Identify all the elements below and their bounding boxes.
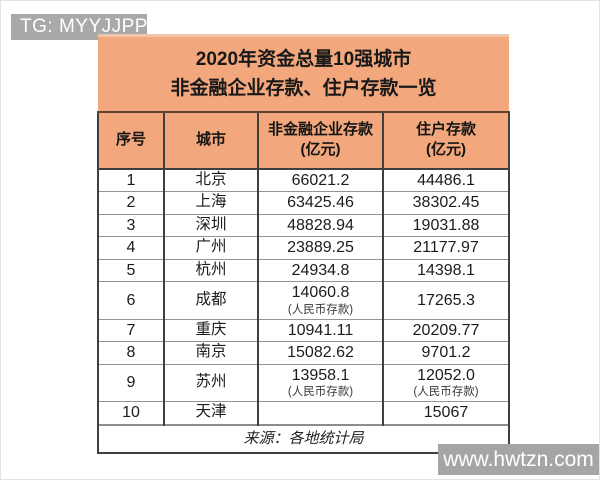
nonfin-value: 15082.62 [287,344,354,362]
city-cell: 天津 [163,401,259,426]
rank-cell: 6 [97,281,165,320]
nonfin-cell [257,401,384,426]
nonfin-cell: 15082.62 [257,341,384,365]
col-header-nonfin-label: 非金融企业存款 [267,121,373,138]
rank-cell: 4 [97,236,165,260]
rank-cell: 8 [97,341,165,365]
rank-cell: 3 [97,213,165,238]
nonfin-cell: 23889.25 [257,236,384,260]
col-header-rank-label: 序号 [115,131,146,149]
rank-cell: 9 [97,363,165,403]
col-header-city: 城市 [163,111,259,170]
rank-cell: 2 [97,191,165,215]
col-header-city-label: 城市 [195,131,226,149]
nonfin-value: 10941.11 [287,321,354,339]
col-header-rank: 序号 [97,111,165,170]
table-title: 2020年资金总量10强城市 非金融企业存款、住户存款一览 [98,34,510,113]
table-row: 10 天津 15067 [97,401,511,426]
household-value: 44486.1 [417,171,475,189]
rank-cell: 10 [97,401,165,426]
nonfin-value: 13958.1 [291,366,350,384]
nonfin-value: 63425.46 [287,194,354,212]
table-row: 4 广州 23889.25 21177.97 [97,236,511,260]
household-value: 15067 [423,404,469,422]
nonfin-value: 23889.25 [287,239,354,257]
household-cell: 14398.1 [381,258,511,283]
household-value: 14398.1 [417,261,475,279]
col-header-nonfinancial-deposits: 非金融企业存款 (亿元) [257,111,384,170]
table-row: 1 北京 66021.2 44486.1 [97,167,511,193]
household-cell: 12052.0 (人民币存款) [381,363,511,403]
nonfin-cell: 24934.8 [257,258,384,283]
col-header-household-unit: (亿元) [426,141,466,159]
table-source-row: 来源：各地统计局 [96,423,511,455]
table-row: 5 杭州 24934.8 14398.1 [97,258,511,283]
city-cell: 南京 [163,341,259,365]
nonfin-note: (人民币存款) [287,386,354,399]
tg-contact-badge: TG: MYYJJPP [11,14,147,40]
table-row: 8 南京 15082.62 9701.2 [97,341,511,365]
nonfin-note: (人民币存款) [287,303,354,316]
table-row: 3 深圳 48828.94 19031.88 [97,213,511,238]
rank-cell: 5 [97,258,165,283]
nonfin-value: 24934.8 [291,261,350,279]
nonfin-cell: 63425.46 [257,191,384,215]
household-value: 20209.77 [412,321,480,339]
table-row: 7 重庆 10941.11 20209.77 [97,318,511,343]
source-note: 来源：各地统计局 [96,423,511,455]
site-watermark: www.hwtzn.com [438,444,599,475]
household-cell: 17265.3 [381,281,511,320]
city-cell: 苏州 [163,363,259,403]
nonfin-cell: 13958.1 (人民币存款) [257,363,384,403]
city-cell: 上海 [163,191,259,215]
household-value: 17265.3 [417,291,475,309]
city-cell: 成都 [163,281,259,320]
table-row: 9 苏州 13958.1 (人民币存款) 12052.0 (人民币存款) [97,363,511,403]
household-note: (人民币存款) [413,386,479,399]
table-row: 6 成都 14060.8 (人民币存款) 17265.3 [97,281,511,320]
city-cell: 杭州 [163,258,259,283]
table-header-row: 序号 城市 非金融企业存款 (亿元) 住户存款 (亿元) [97,111,511,170]
household-value: 21177.97 [413,239,479,257]
city-cell: 深圳 [163,213,259,238]
col-header-household-deposits: 住户存款 (亿元) [381,111,511,170]
household-value: 19031.88 [412,216,480,234]
household-value: 12052.0 [417,366,475,384]
table-title-line2: 非金融企业存款、住户存款一览 [170,77,437,99]
household-cell: 21177.97 [381,236,511,260]
table-row: 2 上海 63425.46 38302.45 [97,191,511,215]
household-cell: 38302.45 [381,191,511,215]
nonfin-cell: 66021.2 [257,167,384,193]
nonfin-value: 14060.8 [291,284,350,302]
city-cell: 广州 [163,236,259,260]
household-cell: 20209.77 [381,318,511,343]
table-title-row: 2020年资金总量10强城市 非金融企业存款、住户存款一览 [98,34,510,113]
rank-cell: 7 [97,318,165,343]
household-cell: 44486.1 [381,167,511,193]
household-value: 9701.2 [421,344,471,362]
nonfin-value: 48828.94 [287,216,354,234]
city-cell: 北京 [163,167,259,193]
household-cell: 9701.2 [381,341,511,365]
city-cell: 重庆 [163,318,259,343]
nonfin-cell: 14060.8 (人民币存款) [257,281,384,320]
nonfin-cell: 48828.94 [257,213,384,238]
table-title-line1: 2020年资金总量10强城市 [195,49,412,70]
nonfin-value: 66021.2 [291,171,350,189]
col-header-nonfin-unit: (亿元) [300,141,341,159]
nonfin-cell: 10941.11 [257,318,384,343]
household-cell: 19031.88 [381,213,511,238]
household-value: 38302.45 [412,194,480,212]
rank-cell: 1 [97,167,165,193]
col-header-household-label: 住户存款 [416,121,477,138]
deposits-table: 2020年资金总量10强城市 非金融企业存款、住户存款一览 序号 城市 非金融企… [96,34,511,455]
household-cell: 15067 [381,401,511,426]
